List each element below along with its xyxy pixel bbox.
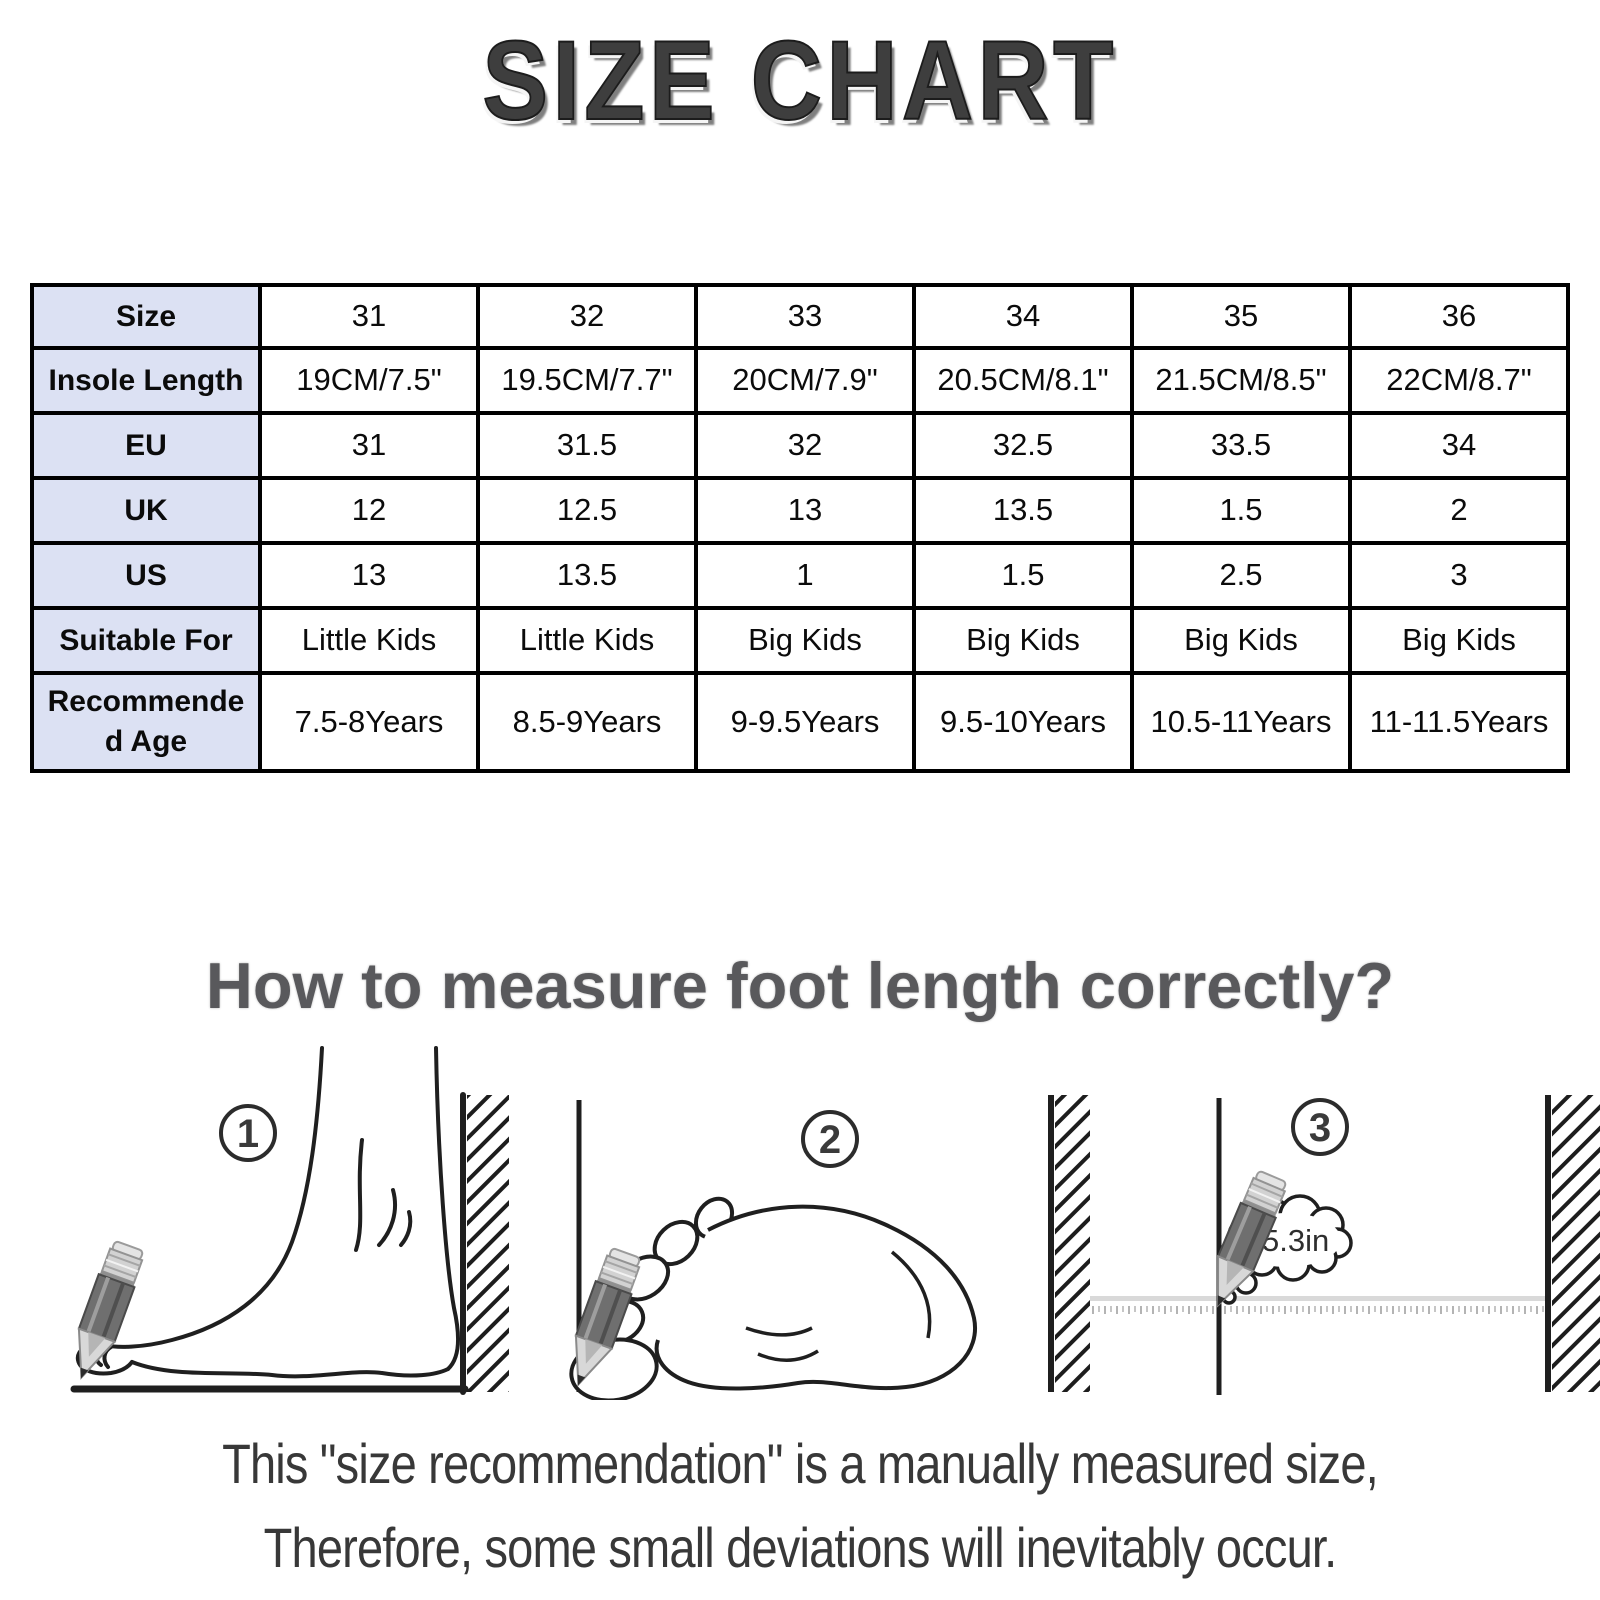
title-wrap: SIZE CHART <box>0 16 1600 145</box>
table-cell: 8.5-9Years <box>476 671 698 773</box>
table-row-size: Size 31 32 33 34 35 36 <box>30 283 1570 350</box>
foot-sole-view-illustration: 2 <box>558 1095 1090 1400</box>
table-cell: 3 <box>1348 541 1570 610</box>
table-cell: 36 <box>1348 283 1570 350</box>
table-row-us: US 13 13.5 1 1.5 2.5 3 <box>30 541 1570 610</box>
measure-section-heading: How to measure foot length correctly? <box>205 949 1395 1022</box>
row-label-uk: UK <box>30 476 262 545</box>
table-cell: 10.5-11Years <box>1130 671 1352 773</box>
table-cell: 34 <box>912 283 1134 350</box>
row-label-recommended-age: Recommended Age <box>30 671 262 773</box>
size-table: Size 31 32 33 34 35 36 Insole Length 19C… <box>30 283 1570 773</box>
foot-side-outline <box>75 1046 460 1379</box>
row-label-us: US <box>30 541 262 610</box>
table-cell: 13.5 <box>912 476 1134 545</box>
table-cell: Big Kids <box>1348 606 1570 675</box>
table-cell: 13 <box>258 541 480 610</box>
measurement-result-illustration: 25.3in 3 <box>1090 1095 1600 1395</box>
wall-hatch <box>1552 1095 1600 1392</box>
table-cell: 9.5-10Years <box>912 671 1134 773</box>
table-cell: 31.5 <box>476 411 698 480</box>
wall-hatch <box>467 1095 509 1392</box>
step-2-number: 2 <box>819 1118 841 1162</box>
table-cell: 34 <box>1348 411 1570 480</box>
table-cell: 33 <box>694 283 916 350</box>
table-cell: 7.5-8Years <box>258 671 480 773</box>
table-cell: Big Kids <box>1130 606 1352 675</box>
row-label-eu: EU <box>30 411 262 480</box>
table-cell: 9-9.5Years <box>694 671 916 773</box>
table-cell: 11-11.5Years <box>1348 671 1570 773</box>
table-cell: 1.5 <box>912 541 1134 610</box>
table-cell: 12 <box>258 476 480 545</box>
table-cell: 19.5CM/7.7" <box>476 346 698 415</box>
table-cell: 13.5 <box>476 541 698 610</box>
table-cell: 20.5CM/8.1" <box>912 346 1134 415</box>
row-label-suitable-for: Suitable For <box>30 606 262 675</box>
table-cell: 33.5 <box>1130 411 1352 480</box>
row-label-insole-length: Insole Length <box>30 346 262 415</box>
footer-note: This "size recommendation" is a manually… <box>0 1422 1600 1590</box>
foot-side-view-illustration: 1 <box>61 1046 509 1395</box>
table-row-insole-length: Insole Length 19CM/7.5" 19.5CM/7.7" 20CM… <box>30 346 1570 415</box>
table-cell: Big Kids <box>694 606 916 675</box>
table-cell: 1.5 <box>1130 476 1352 545</box>
table-cell: 2 <box>1348 476 1570 545</box>
table-cell: 21.5CM/8.5" <box>1130 346 1352 415</box>
table-cell: 12.5 <box>476 476 698 545</box>
table-cell: 32 <box>694 411 916 480</box>
table-cell: Little Kids <box>258 606 480 675</box>
table-cell: Big Kids <box>912 606 1134 675</box>
step-1-badge: 1 <box>219 1104 277 1162</box>
step-3-badge: 3 <box>1291 1098 1349 1156</box>
table-cell: Little Kids <box>476 606 698 675</box>
row-label-size: Size <box>30 283 262 350</box>
table-cell: 22CM/8.7" <box>1348 346 1570 415</box>
wall-hatch <box>1055 1095 1090 1392</box>
table-cell: 13 <box>694 476 916 545</box>
table-cell: 32 <box>476 283 698 350</box>
foot-sole-outline <box>569 1196 978 1400</box>
table-cell: 32.5 <box>912 411 1134 480</box>
table-cell: 35 <box>1130 283 1352 350</box>
table-cell: 31 <box>258 411 480 480</box>
table-cell: 19CM/7.5" <box>258 346 480 415</box>
table-cell: 20CM/7.9" <box>694 346 916 415</box>
step-2-badge: 2 <box>801 1110 859 1168</box>
step-3-number: 3 <box>1309 1106 1331 1150</box>
page-title: SIZE CHART <box>481 17 1118 144</box>
table-cell: 1 <box>694 541 916 610</box>
table-row-recommended-age: Recommended Age 7.5-8Years 8.5-9Years 9-… <box>30 671 1570 773</box>
footer-note-line-1: This "size recommendation" is a manually… <box>222 1432 1379 1495</box>
table-row-eu: EU 31 31.5 32 32.5 33.5 34 <box>30 411 1570 480</box>
footer-note-line-2: Therefore, some small deviations will in… <box>263 1516 1338 1579</box>
table-row-suitable-for: Suitable For Little Kids Little Kids Big… <box>30 606 1570 675</box>
table-row-uk: UK 12 12.5 13 13.5 1.5 2 <box>30 476 1570 545</box>
step-1-number: 1 <box>237 1112 259 1156</box>
ruler-band <box>1090 1296 1548 1301</box>
ruler-ticks <box>1090 1301 1548 1314</box>
table-cell: 2.5 <box>1130 541 1352 610</box>
table-cell: 31 <box>258 283 480 350</box>
